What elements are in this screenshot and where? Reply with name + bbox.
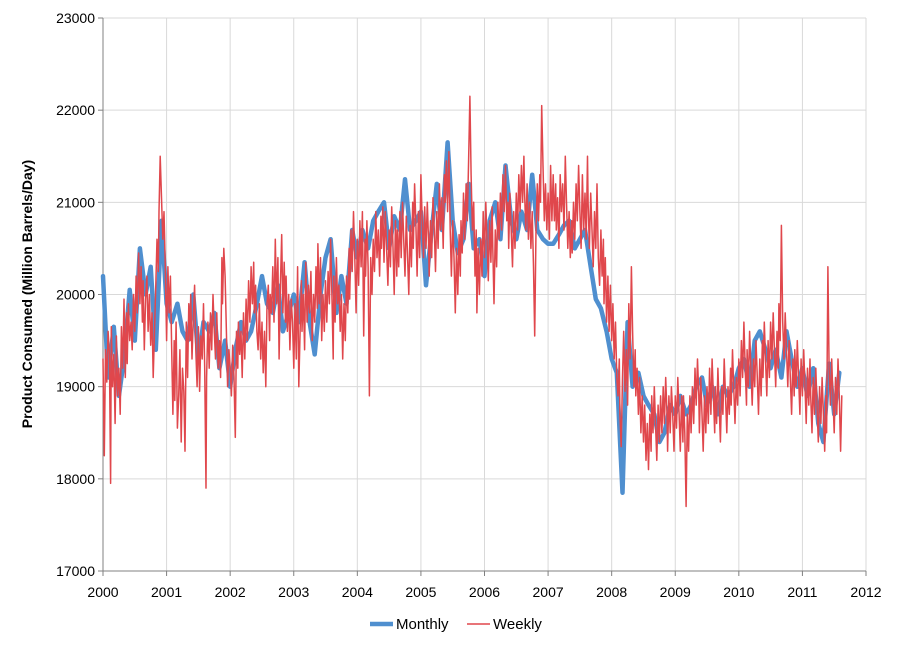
x-tick-label: 2007 (533, 584, 564, 600)
x-tick-label: 2001 (151, 584, 182, 600)
x-tick-label: 2005 (405, 584, 436, 600)
legend-monthly-label: Monthly (396, 616, 449, 633)
x-tick-label: 2012 (850, 584, 881, 600)
x-tick-label: 2011 (787, 584, 817, 600)
y-tick-label: 18000 (56, 471, 95, 487)
x-tick-label: 2010 (723, 584, 754, 600)
y-axis-title: Product Consumed (Million Barrels/Day) (19, 160, 35, 428)
y-tick-label: 22000 (56, 102, 95, 118)
tick-labels: 17000 18000 19000 20000 21000 22000 23000 2000 2… (56, 10, 882, 600)
x-tick-label: 2004 (342, 584, 373, 600)
y-tick-label: 23000 (56, 10, 95, 26)
y-tick-label: 20000 (56, 287, 95, 303)
y-tick-label: 19000 (56, 379, 95, 395)
x-tick-label: 2003 (278, 584, 309, 600)
grid-lines (103, 17, 867, 571)
x-tick-label: 2002 (215, 584, 246, 600)
x-tick-label: 2008 (596, 584, 627, 600)
x-tick-label: 2000 (87, 584, 118, 600)
x-tick-label: 2006 (469, 584, 500, 600)
y-tick-label: 17000 (56, 563, 95, 579)
y-tick-label: 21000 (56, 194, 95, 210)
legend: Monthly Weekly (370, 616, 542, 633)
x-tick-label: 2009 (660, 584, 691, 600)
weekly-series-line (102, 95, 843, 508)
legend-weekly-label: Weekly (493, 616, 542, 633)
series-layer (100, 95, 843, 508)
